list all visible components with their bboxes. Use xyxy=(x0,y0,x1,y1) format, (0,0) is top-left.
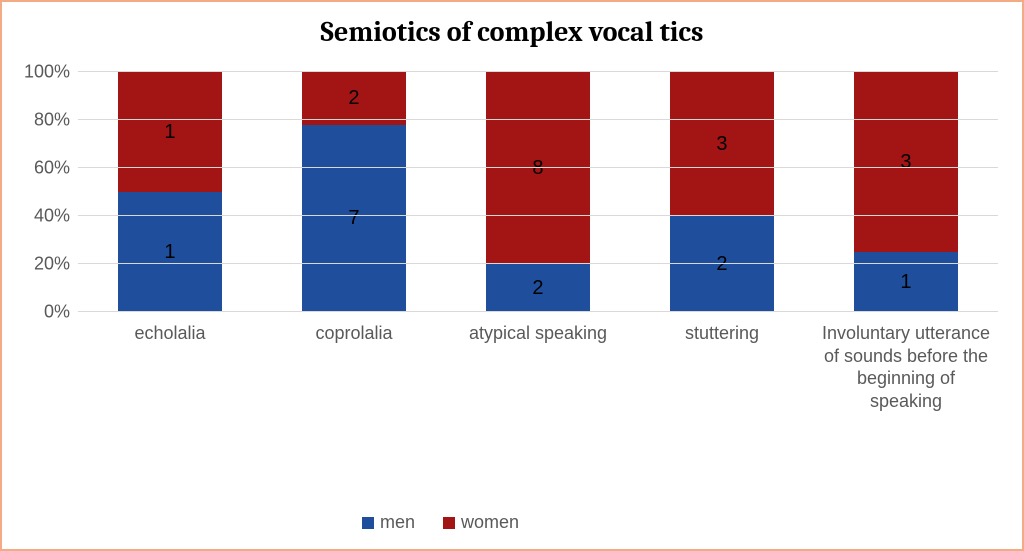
bar-segment-women: 8 xyxy=(486,72,589,264)
bar-stack: 23 xyxy=(670,72,773,312)
y-tick-label: 60% xyxy=(34,158,78,179)
x-axis-label: stuttering xyxy=(630,316,814,496)
chart-title: Semiotics of complex vocal tics xyxy=(2,16,1022,48)
legend-item-women: women xyxy=(443,512,519,533)
x-axis-label: atypical speaking xyxy=(446,316,630,496)
bar-segment-women: 1 xyxy=(118,72,221,192)
data-label: 2 xyxy=(348,87,359,110)
x-axis-label: coprolalia xyxy=(262,316,446,496)
legend-item-men: men xyxy=(362,512,415,533)
y-tick-label: 40% xyxy=(34,206,78,227)
bar-segment-men: 7 xyxy=(302,125,405,312)
bar-slot: 11 xyxy=(78,72,262,312)
y-tick-label: 100% xyxy=(24,62,78,83)
data-label: 1 xyxy=(900,271,911,294)
data-label: 1 xyxy=(164,241,175,264)
bar-segment-men: 2 xyxy=(670,216,773,312)
x-axis-label: echolalia xyxy=(78,316,262,496)
data-label: 2 xyxy=(716,253,727,276)
data-label: 8 xyxy=(532,157,543,180)
bar-stack: 11 xyxy=(118,72,221,312)
legend: men women xyxy=(362,512,519,533)
bar-slot: 72 xyxy=(262,72,446,312)
gridline xyxy=(78,215,998,216)
bar-segment-men: 1 xyxy=(854,252,957,312)
data-label: 1 xyxy=(164,121,175,144)
data-label: 7 xyxy=(348,207,359,230)
data-label: 3 xyxy=(716,133,727,156)
bar-slot: 23 xyxy=(630,72,814,312)
bar-slot: 13 xyxy=(814,72,998,312)
gridline xyxy=(78,263,998,264)
legend-label: women xyxy=(461,512,519,533)
plot-area: 1172282313 0%20%40%60%80%100% xyxy=(78,72,998,312)
gridline xyxy=(78,119,998,120)
bar-segment-women: 3 xyxy=(670,72,773,216)
data-label: 2 xyxy=(532,277,543,300)
gridline xyxy=(78,167,998,168)
legend-swatch xyxy=(362,517,374,529)
bar-segment-women: 3 xyxy=(854,72,957,252)
x-axis-label: Involuntary utterance of sounds before t… xyxy=(814,316,998,496)
bar-segment-women: 2 xyxy=(302,72,405,125)
x-axis-line xyxy=(78,311,998,312)
bar-stack: 28 xyxy=(486,72,589,312)
x-axis-labels: echolaliacoprolaliaatypical speakingstut… xyxy=(78,316,998,496)
bar-segment-men: 1 xyxy=(118,192,221,312)
bar-stack: 13 xyxy=(854,72,957,312)
data-label: 3 xyxy=(900,151,911,174)
legend-label: men xyxy=(380,512,415,533)
y-tick-label: 0% xyxy=(44,302,78,323)
gridline xyxy=(78,71,998,72)
plot-zone: 1172282313 0%20%40%60%80%100% xyxy=(78,72,998,312)
bar-segment-men: 2 xyxy=(486,264,589,312)
y-tick-label: 80% xyxy=(34,110,78,131)
chart-frame: Semiotics of complex vocal tics 11722823… xyxy=(0,0,1024,551)
legend-swatch xyxy=(443,517,455,529)
bar-stack: 72 xyxy=(302,72,405,312)
bars-container: 1172282313 xyxy=(78,72,998,312)
y-tick-label: 20% xyxy=(34,254,78,275)
bar-slot: 28 xyxy=(446,72,630,312)
